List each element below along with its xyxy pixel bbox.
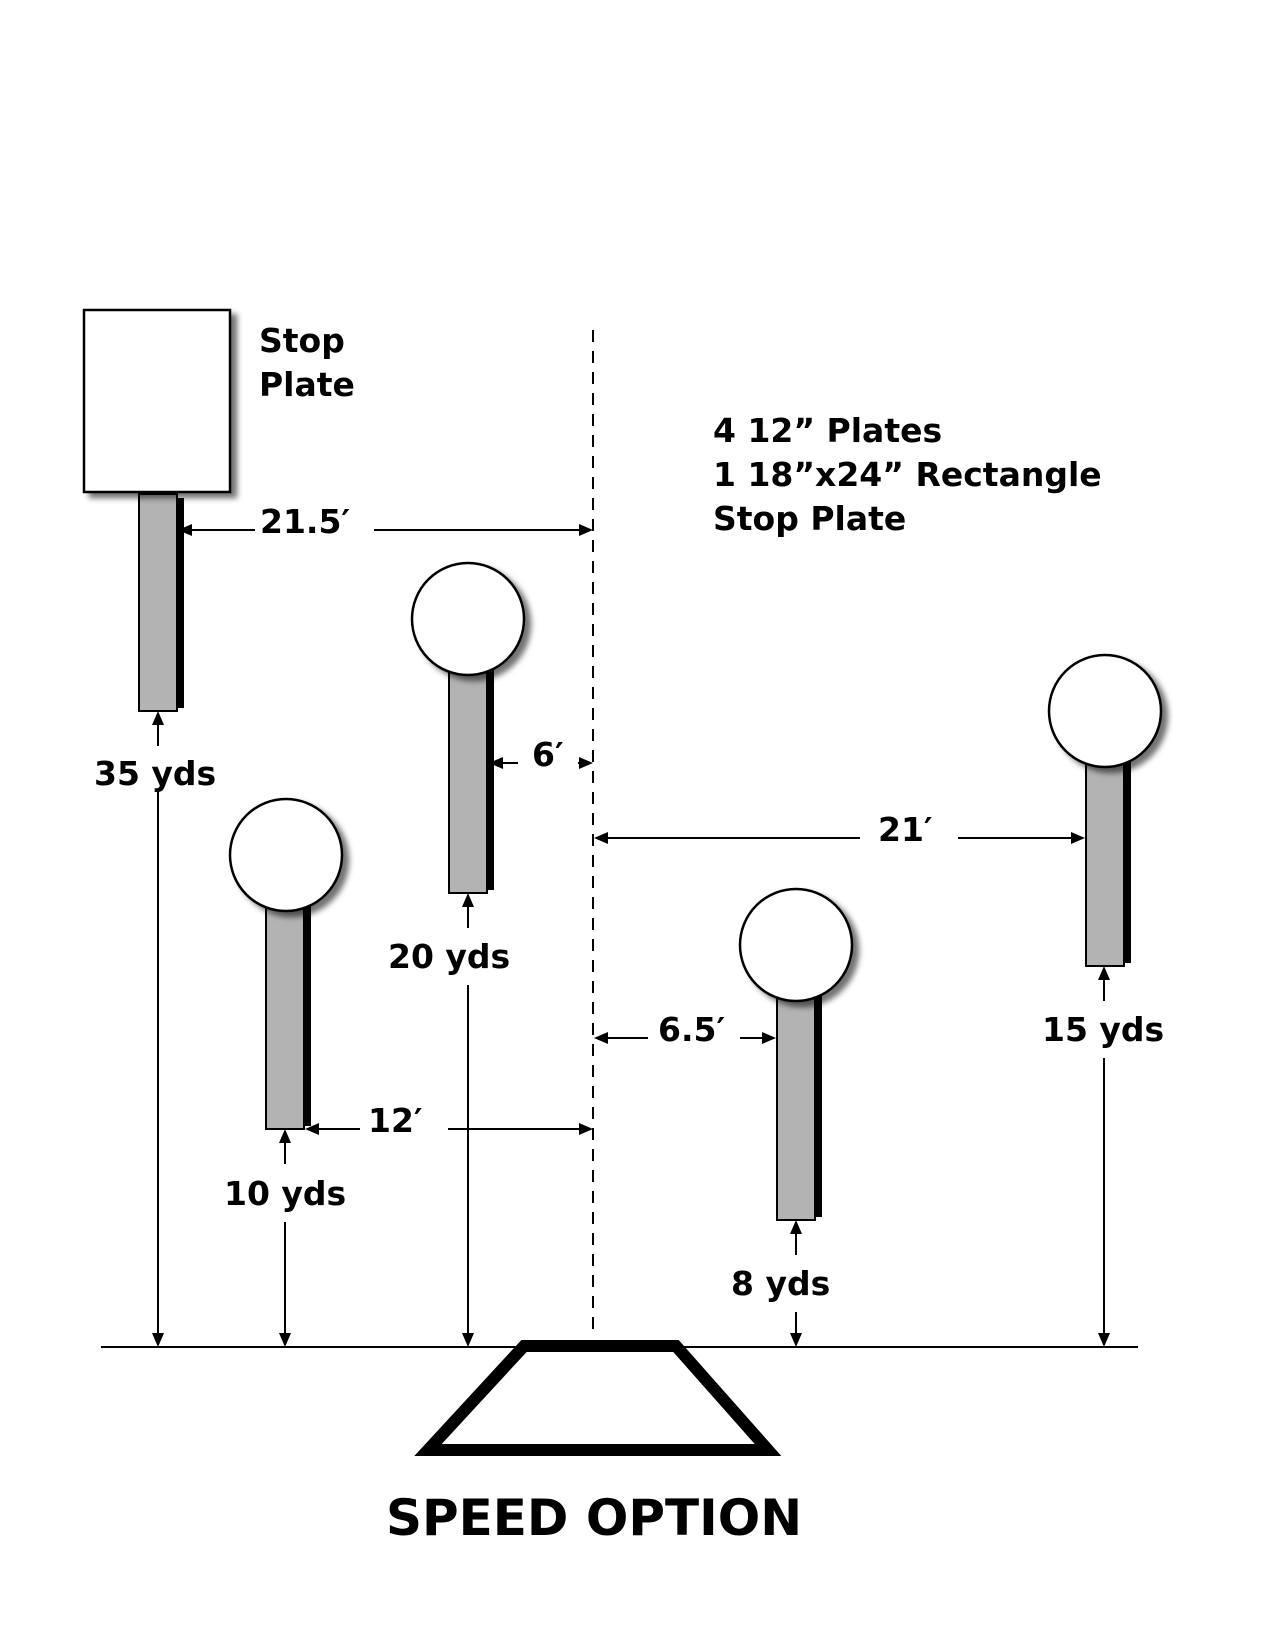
steel-plate-20 bbox=[410, 561, 526, 677]
plate-post-10 bbox=[265, 899, 305, 1130]
offset-plate-15: 21′ bbox=[878, 810, 933, 849]
plate-target-20 bbox=[410, 561, 526, 894]
shooting-box bbox=[414, 1340, 782, 1456]
steel-plate-15 bbox=[1047, 653, 1163, 769]
stop-plate-target bbox=[82, 308, 232, 712]
diagram-title: SPEED OPTION bbox=[386, 1489, 802, 1547]
plate-post-8 bbox=[776, 990, 816, 1221]
offset-stop-plate: 21.5′ bbox=[260, 502, 350, 541]
plate-target-15 bbox=[1047, 653, 1163, 967]
offset-plate-8: 6.5′ bbox=[658, 1010, 725, 1049]
plate-post-15 bbox=[1085, 753, 1125, 967]
note-line-1: 4 12” Plates bbox=[713, 411, 942, 450]
distance-plate-20: 20 yds bbox=[388, 937, 510, 976]
stop-plate-rectangle bbox=[82, 308, 232, 494]
offset-plate-20: 6′ bbox=[532, 735, 564, 774]
stop-plate-post bbox=[138, 493, 178, 712]
distance-stop-plate: 35 yds bbox=[94, 754, 216, 793]
plate-target-8 bbox=[738, 887, 854, 1221]
distance-plate-10: 10 yds bbox=[224, 1174, 346, 1213]
distance-plate-8: 8 yds bbox=[731, 1264, 830, 1303]
note-line-2: 1 18”x24” Rectangle bbox=[713, 455, 1102, 494]
distance-plate-15: 15 yds bbox=[1042, 1010, 1164, 1049]
stop-plate-label-line-2: Plate bbox=[259, 365, 355, 404]
steel-plate-8 bbox=[738, 887, 854, 1003]
steel-plate-10 bbox=[228, 797, 344, 913]
plate-post-20 bbox=[448, 663, 488, 894]
plate-target-10 bbox=[228, 797, 344, 1130]
note-line-3: Stop Plate bbox=[713, 499, 906, 538]
stop-plate-label-line-1: Stop bbox=[259, 321, 345, 360]
offset-plate-10: 12′ bbox=[368, 1101, 423, 1140]
